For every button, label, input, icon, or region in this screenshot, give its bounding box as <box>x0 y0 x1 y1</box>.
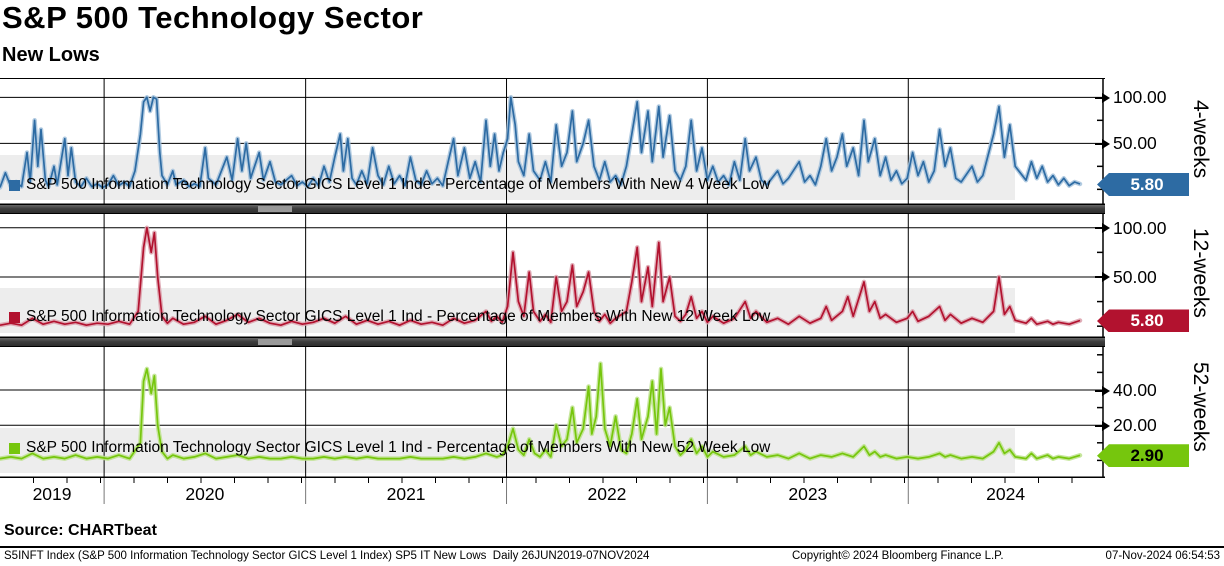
tick-stem <box>1095 389 1102 392</box>
tick-value: 100.00 <box>1113 87 1167 108</box>
panel-splitter-1[interactable] <box>0 205 1105 213</box>
footer-bar: S5INFT Index (S&P 500 Information Techno… <box>0 546 1224 566</box>
tick-stem <box>1095 227 1102 230</box>
y-axis-label: 100.00 <box>1095 87 1167 108</box>
x-axis-ticks <box>33 478 1073 504</box>
tick-arrow-icon <box>1102 385 1110 396</box>
y-axis-label: 100.00 <box>1095 218 1167 239</box>
legend-12-weeks: S&P 500 Information Technology Sector GI… <box>9 308 770 326</box>
tick-arrow-icon <box>1102 92 1110 103</box>
footer-ticker-text: S5INFT Index (S&P 500 Information Techno… <box>4 550 650 562</box>
x-axis-year-label: 2020 <box>185 484 225 504</box>
x-axis-year-label: 2021 <box>386 484 426 504</box>
tick-stem <box>1095 96 1102 99</box>
last-value-badge-12-weeks: 5.80 <box>1097 309 1189 333</box>
tick-arrow-icon <box>1102 223 1110 234</box>
axis-title-4-weeks: 4-weeks <box>1189 100 1212 179</box>
x-axis-year-label: 2024 <box>986 484 1026 504</box>
tick-arrow-icon <box>1102 420 1110 431</box>
tick-stem <box>1095 276 1102 279</box>
source-line: Source: CHARTbeat <box>4 522 157 539</box>
splitter-grip[interactable] <box>258 206 292 212</box>
y-axis-label: 50.00 <box>1095 133 1157 154</box>
tick-value: 20.00 <box>1113 415 1157 436</box>
chart-panel-12-weeks <box>0 213 1105 338</box>
chart-panel-52-weeks <box>0 346 1105 478</box>
axis-title-12-weeks: 12-weeks <box>1189 228 1212 318</box>
x-axis-year-label: 2023 <box>788 484 828 504</box>
splitter-grip[interactable] <box>258 339 292 345</box>
legend-52-weeks: S&P 500 Information Technology Sector GI… <box>9 439 770 457</box>
y-axis-label: 50.00 <box>1095 267 1157 288</box>
page-title: S&P 500 Technology Sector <box>2 0 424 35</box>
y-axis-label: 20.00 <box>1095 415 1157 436</box>
legend-label: S&P 500 Information Technology Sector GI… <box>26 176 771 193</box>
tick-arrow-icon <box>1102 138 1110 149</box>
tick-stem <box>1095 424 1102 427</box>
legend-swatch-green <box>9 442 20 454</box>
legend-label: S&P 500 Information Technology Sector GI… <box>26 439 771 456</box>
x-axis-year-label: 2019 <box>32 484 72 504</box>
footer-copyright: Copyright© 2024 Bloomberg Finance L.P. <box>792 550 1004 562</box>
tick-value: 40.00 <box>1113 380 1157 400</box>
legend-swatch-red <box>9 311 20 323</box>
x-axis-year-label: 2022 <box>587 484 627 504</box>
panel-splitter-2[interactable] <box>0 338 1105 346</box>
tick-value: 50.00 <box>1113 133 1157 154</box>
last-value-badge-52-weeks: 2.90 <box>1097 444 1189 468</box>
footer-timestamp: 07-Nov-2024 06:54:53 <box>1105 550 1220 562</box>
axis-title-52-weeks: 52-weeks <box>1189 362 1212 452</box>
legend-swatch-blue <box>9 179 20 191</box>
page-subtitle: New Lows <box>2 44 100 66</box>
legend-4-weeks: S&P 500 Information Technology Sector GI… <box>9 176 770 194</box>
legend-label: S&P 500 Information Technology Sector GI… <box>26 308 771 325</box>
y-axis-label: 40.00 <box>1095 380 1157 401</box>
tick-arrow-icon <box>1102 272 1110 283</box>
tick-stem <box>1095 142 1102 145</box>
tick-value: 50.00 <box>1113 266 1157 287</box>
last-value-badge-4-weeks: 5.80 <box>1097 173 1189 197</box>
tick-value: 100.00 <box>1113 217 1167 238</box>
